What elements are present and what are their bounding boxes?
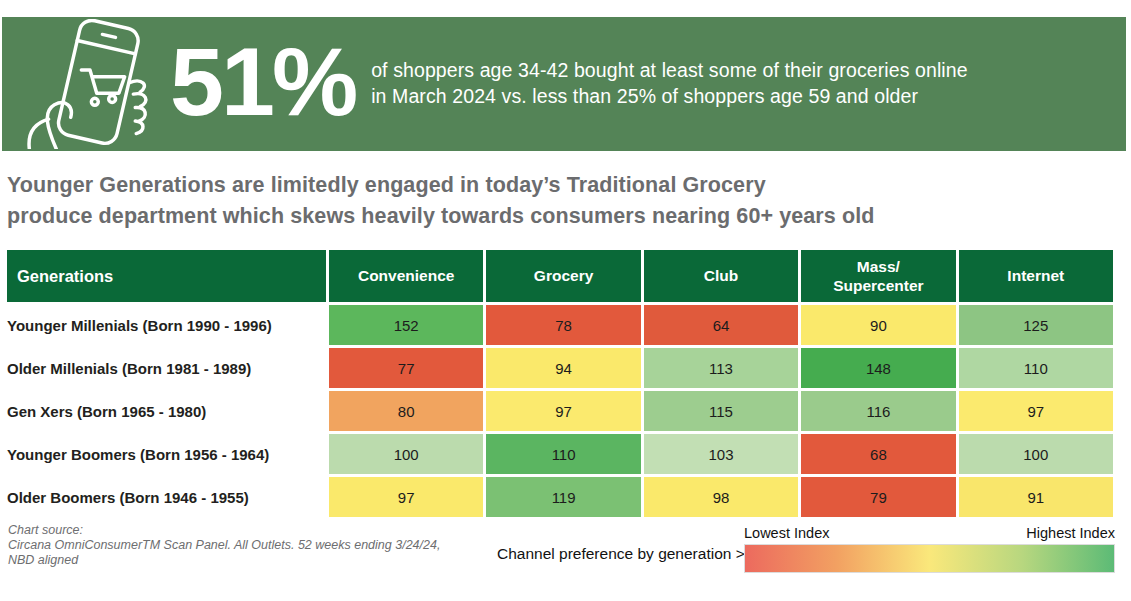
heatmap-cell: 110	[959, 348, 1113, 388]
column-header: Grocery	[486, 250, 640, 302]
heatmap-cell: 119	[486, 477, 640, 517]
heatmap-cell: 80	[329, 391, 483, 431]
chart-source-note: Chart source: Circana OmniConsumerTM Sca…	[8, 523, 440, 568]
heatmap-cell: 91	[959, 477, 1113, 517]
column-header: Internet	[959, 250, 1113, 302]
channel-preference-note: Channel preference by generation >	[497, 545, 745, 563]
hand-holding-phone-shopping-icon	[16, 19, 164, 149]
row-label: Older Millenials (Born 1981 - 1989)	[7, 348, 326, 388]
column-header: Club	[644, 250, 798, 302]
legend-gradient-bar	[744, 544, 1115, 573]
index-legend: Lowest Index Highest Index	[744, 525, 1115, 573]
heatmap-cell: 98	[644, 477, 798, 517]
heatmap-cell: 97	[959, 391, 1113, 431]
heatmap-cell: 148	[801, 348, 955, 388]
heatmap-cell: 115	[644, 391, 798, 431]
heatmap-cell: 90	[801, 305, 955, 345]
heatmap-cell: 125	[959, 305, 1113, 345]
legend-high-label: Highest Index	[1026, 525, 1115, 541]
heatmap-cell: 97	[486, 391, 640, 431]
heatmap-cell: 78	[486, 305, 640, 345]
row-label: Gen Xers (Born 1965 - 1980)	[7, 391, 326, 431]
stat-banner: 51% of shoppers age 34-42 bought at leas…	[2, 17, 1126, 151]
chart-source-text: Circana OmniConsumerTM Scan Panel. All O…	[8, 538, 440, 567]
chart-source-label: Chart source:	[8, 523, 83, 537]
legend-low-label: Lowest Index	[744, 525, 829, 541]
heatmap-cell: 100	[959, 434, 1113, 474]
heatmap-cell: 110	[486, 434, 640, 474]
heatmap-cell: 152	[329, 305, 483, 345]
column-header: Convenience	[329, 250, 483, 302]
heatmap-cell: 113	[644, 348, 798, 388]
column-header: Generations	[7, 250, 326, 302]
heatmap-cell: 77	[329, 348, 483, 388]
page-title: Younger Generations are limitedly engage…	[7, 170, 875, 231]
heatmap-cell: 116	[801, 391, 955, 431]
heatmap-cell: 68	[801, 434, 955, 474]
heatmap-cell: 103	[644, 434, 798, 474]
stat-description: of shoppers age 34-42 bought at least so…	[371, 58, 968, 109]
column-header: Mass/ Supercenter	[801, 250, 955, 302]
row-label: Younger Boomers (Born 1956 - 1964)	[7, 434, 326, 474]
heatmap-cell: 64	[644, 305, 798, 345]
heatmap-cell: 79	[801, 477, 955, 517]
heatmap-table: GenerationsConvenienceGroceryClubMass/ S…	[7, 250, 1113, 517]
row-label: Younger Millenials (Born 1990 - 1996)	[7, 305, 326, 345]
heatmap-cell: 94	[486, 348, 640, 388]
heatmap-cell: 100	[329, 434, 483, 474]
row-label: Older Boomers (Born 1946 - 1955)	[7, 477, 326, 517]
heatmap-cell: 97	[329, 477, 483, 517]
stat-value: 51%	[170, 33, 355, 136]
